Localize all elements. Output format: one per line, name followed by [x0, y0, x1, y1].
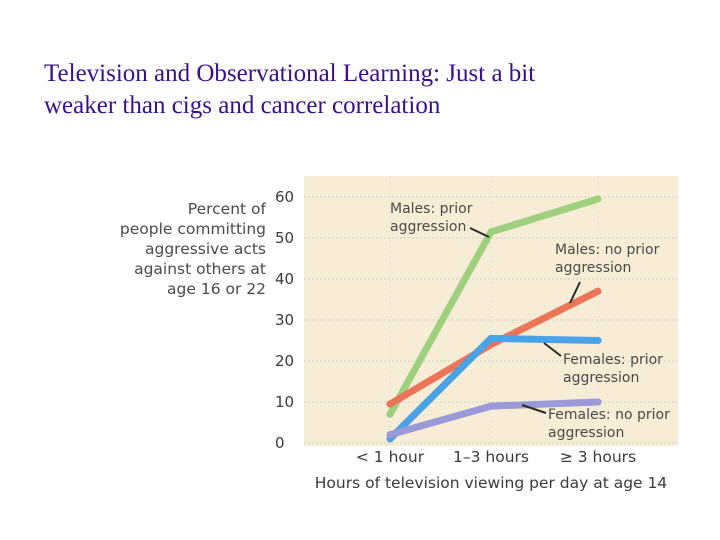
- series-label: aggression: [390, 219, 466, 235]
- y-tick-label: 20: [275, 352, 294, 370]
- y-axis-label-line: against others at: [134, 260, 266, 278]
- data-point: [594, 287, 602, 295]
- data-point: [487, 334, 495, 342]
- y-tick-label: 40: [275, 270, 294, 288]
- data-point: [386, 431, 394, 439]
- series-label: Males: prior: [390, 201, 473, 217]
- series-label-leader: [569, 281, 581, 304]
- y-tick-labels: 0 10 20 30 40 50 60: [275, 188, 294, 452]
- data-point: [487, 402, 495, 410]
- y-axis-label-line: Percent of: [188, 200, 267, 218]
- series-label: aggression: [548, 425, 624, 441]
- y-axis-label-line: age 16 or 22: [167, 280, 266, 298]
- series-label: Males: no prior: [555, 242, 660, 258]
- y-axis-label-line: people committing: [120, 220, 266, 238]
- series-label: Females: no prior: [548, 407, 670, 423]
- y-tick-label: 30: [275, 311, 294, 329]
- data-point: [386, 410, 394, 418]
- series-label-leader: [521, 404, 547, 414]
- slide-title-line-2: weaker than cigs and cancer correlation: [44, 92, 441, 119]
- data-point: [386, 400, 394, 408]
- y-tick-label: 0: [275, 434, 285, 452]
- data-point: [594, 195, 602, 203]
- series-label: Females: prior: [563, 352, 663, 368]
- series-label-leader: [543, 342, 562, 357]
- data-point: [594, 398, 602, 406]
- x-tick-labels: < 1 hour 1–3 hours ≥ 3 hours: [356, 448, 636, 466]
- x-axis-label: Hours of television viewing per day at a…: [315, 474, 667, 492]
- x-tick-label: 1–3 hours: [453, 448, 529, 466]
- x-tick-label: ≥ 3 hours: [560, 448, 636, 466]
- slide-title-line-1: Television and Observational Learning: J…: [44, 60, 536, 87]
- series-labels: Males: prior aggression Males: no prior agg…: [390, 201, 670, 441]
- series-label-leader: [469, 227, 490, 238]
- y-tick-label: 50: [275, 229, 294, 247]
- y-axis-label: Percent of people committing aggressive ac…: [120, 200, 267, 298]
- y-tick-label: 10: [275, 393, 294, 411]
- data-point: [487, 228, 495, 236]
- series-label: aggression: [555, 260, 631, 276]
- data-point: [594, 337, 602, 344]
- series-label: aggression: [563, 370, 639, 386]
- series-lines: [386, 195, 602, 443]
- slide-title: Television and Observational Learning: J…: [44, 58, 684, 122]
- y-tick-label: 60: [275, 188, 294, 206]
- x-tick-label: < 1 hour: [356, 448, 425, 466]
- y-axis-label-line: aggressive acts: [145, 240, 266, 258]
